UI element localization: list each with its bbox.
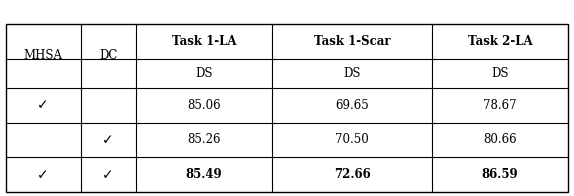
Text: DS: DS [195, 67, 213, 80]
Text: DC: DC [99, 49, 117, 62]
Text: 86.59: 86.59 [482, 168, 518, 181]
Text: DS: DS [491, 67, 509, 80]
Text: 85.26: 85.26 [187, 133, 221, 146]
Text: ✓: ✓ [102, 133, 114, 147]
Text: 69.65: 69.65 [335, 99, 369, 112]
Text: ✓: ✓ [37, 168, 49, 182]
Text: ✓: ✓ [102, 168, 114, 182]
Text: 78.67: 78.67 [483, 99, 517, 112]
Text: 72.66: 72.66 [333, 168, 370, 181]
Text: MHSA: MHSA [24, 49, 63, 62]
Text: 85.49: 85.49 [186, 168, 222, 181]
Text: 85.06: 85.06 [187, 99, 221, 112]
Text: 70.50: 70.50 [335, 133, 369, 146]
Bar [6, 24, 568, 192]
Text: 80.66: 80.66 [483, 133, 517, 146]
Text: Task 1-LA: Task 1-LA [172, 35, 236, 48]
Text: DS: DS [343, 67, 361, 80]
Text: ✓: ✓ [37, 98, 49, 112]
Text: Task 1-Scar: Task 1-Scar [314, 35, 390, 48]
Text: Task 2-LA: Task 2-LA [468, 35, 532, 48]
